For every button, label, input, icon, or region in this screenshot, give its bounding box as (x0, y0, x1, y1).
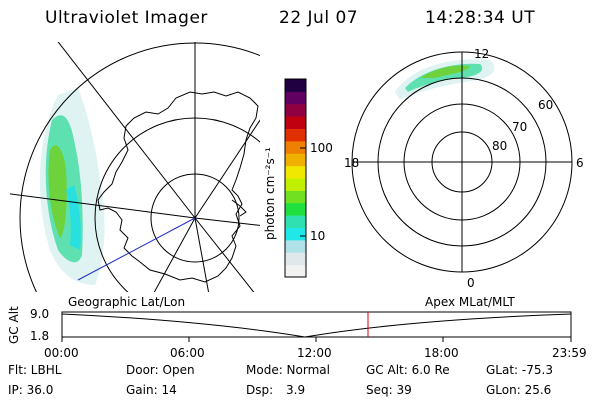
colorbar-cell (285, 116, 306, 129)
mode-info: Mode: Normal (246, 363, 330, 377)
coastline (97, 91, 259, 283)
colorbar-cell (285, 128, 306, 142)
date-label: 22 Jul 07 (279, 8, 359, 28)
geographic-map (10, 42, 260, 292)
door-info: Door: Open (126, 363, 195, 377)
time-tick-0000: 00:00 (44, 346, 79, 360)
colorbar-cell (285, 103, 306, 117)
colorbar-cell (285, 252, 306, 266)
time-tick-0600: 06:00 (170, 346, 205, 360)
time-label: 14:28:34 UT (425, 8, 536, 28)
altitude-ylabel: GC Alt (7, 306, 21, 344)
glon-info: GLon: 25.6 (486, 383, 552, 397)
dsp-value: 3.9 (286, 383, 306, 397)
mlt-label-0: 0 (467, 276, 475, 290)
altitude-ytick-min: 1.8 (30, 329, 50, 343)
aurora-peak-geographic (48, 145, 67, 238)
time-tick-1200: 12:00 (297, 346, 332, 360)
colorbar-cell (285, 91, 306, 105)
filter-info: Flt: LBHL (8, 363, 62, 377)
mlt-label-18: 18 (344, 156, 360, 170)
magnetic-polar-plot (351, 51, 573, 273)
mlat-label-80: 80 (492, 139, 508, 153)
gain-info: Gain: 14 (126, 383, 177, 397)
colorbar-cell (285, 202, 306, 216)
colorbar-cell (285, 140, 306, 154)
seq-info: Seq: 39 (366, 383, 412, 397)
altitude-timeline (61, 311, 572, 342)
geographic-caption: Geographic Lat/Lon (68, 295, 186, 309)
altitude-ytick-max: 9.0 (30, 307, 50, 321)
colorbar-cell (285, 227, 306, 241)
colorbar-cell (285, 153, 306, 167)
colorbar-cell (285, 79, 306, 92)
colorbar (284, 78, 307, 278)
aurora-peak-magnetic (420, 65, 470, 78)
time-tick-2359: 23:59 (552, 346, 587, 360)
colorbar-cell (285, 165, 306, 179)
mlt-label-12: 12 (474, 47, 490, 61)
colorbar-cell (285, 264, 306, 278)
colorbar-tick-100: 100 (310, 141, 333, 155)
dsp-label: Dsp: (246, 383, 274, 397)
altitude-curve (61, 313, 572, 338)
ip-info: IP: 36.0 (8, 383, 54, 397)
glat-info: GLat: -75.3 (486, 363, 553, 377)
colorbar-cell (285, 178, 306, 191)
colorbar-cell (285, 190, 306, 204)
time-tick-1800: 18:00 (424, 346, 459, 360)
magnetic-caption: Apex MLat/MLT (425, 295, 515, 309)
satellite-look-line (77, 217, 196, 281)
colorbar-unit-label: photon cm⁻²s⁻¹ (263, 147, 277, 240)
gc-alt-info: GC Alt: 6.0 Re (366, 363, 450, 377)
colorbar-cell (285, 239, 306, 253)
instrument-title: Ultraviolet Imager (45, 8, 208, 28)
mlat-label-60: 60 (538, 98, 554, 112)
colorbar-tick-10: 10 (310, 229, 326, 243)
mlat-label-70: 70 (512, 120, 528, 134)
mlt-label-6: 6 (576, 156, 584, 170)
colorbar-cell (285, 215, 306, 228)
